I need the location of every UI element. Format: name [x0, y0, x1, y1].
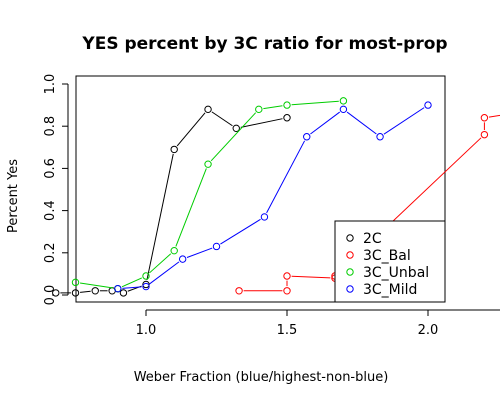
data-point — [115, 285, 121, 291]
x-tick-label: 1.5 — [277, 323, 298, 338]
y-tick-label: 0.0 — [43, 285, 58, 306]
x-axis-label: Weber Fraction (blue/highest-non-blue) — [134, 370, 389, 385]
series-line-segment — [384, 108, 424, 135]
y-tick-label: 0.2 — [43, 242, 58, 263]
series-line-segment — [347, 112, 376, 134]
data-point — [340, 106, 346, 112]
legend-label: 2C — [363, 231, 382, 247]
data-point — [171, 247, 177, 253]
series-line-segment — [80, 283, 113, 288]
y-tick-label: 0.8 — [43, 116, 58, 137]
data-point — [236, 288, 242, 294]
series-line-segment — [292, 101, 339, 105]
legend-label: 3C_Unbal — [363, 265, 429, 281]
data-point — [92, 288, 98, 294]
y-tick-label: 1.0 — [43, 74, 58, 95]
data-point — [213, 243, 219, 249]
series-3c-unbal — [72, 98, 346, 292]
series-line-segment — [241, 119, 283, 128]
y-tick-label: 0.4 — [43, 200, 58, 221]
chart-title: YES percent by 3C ratio for most-prop — [81, 34, 447, 54]
series-line-segment — [267, 141, 305, 213]
y-tick-label: 0.6 — [43, 158, 58, 179]
series-line-segment — [310, 112, 339, 134]
y-axis-label: Percent Yes — [6, 159, 21, 233]
series-line-segment — [150, 262, 179, 284]
series-line-segment — [177, 113, 205, 146]
series-line-segment — [211, 113, 256, 161]
data-point — [205, 161, 211, 167]
series-line-segment — [122, 287, 141, 288]
series-line-segment — [212, 112, 233, 126]
legend-label: 3C_Bal — [363, 248, 411, 264]
series-line-segment — [147, 154, 173, 280]
data-point — [481, 115, 487, 121]
series-line-segment — [187, 248, 212, 257]
series-line-segment — [122, 278, 142, 287]
data-point — [284, 102, 290, 108]
data-point — [171, 146, 177, 152]
data-point — [261, 214, 267, 220]
series-line-segment — [176, 168, 206, 246]
x-axis: 1.01.52.02.53.0 — [136, 310, 500, 338]
data-point — [340, 98, 346, 104]
x-tick-label: 1.0 — [136, 323, 157, 338]
data-point — [304, 134, 310, 140]
data-point — [481, 131, 487, 137]
series-line-segment — [263, 106, 282, 109]
series-line-segment — [220, 219, 260, 244]
legend-label: 3C_Mild — [363, 282, 417, 298]
data-point — [284, 288, 290, 294]
data-point — [377, 134, 383, 140]
y-axis: 0.0 0.2 0.4 0.6 0.8 1.0 — [43, 74, 68, 306]
data-point — [284, 273, 290, 279]
data-point — [256, 106, 262, 112]
x-tick-label: 2.0 — [418, 323, 439, 338]
series-line-segment — [80, 291, 91, 292]
series-line-segment — [292, 276, 331, 278]
series-line-segment — [489, 110, 500, 117]
data-point — [205, 106, 211, 112]
data-point — [179, 256, 185, 262]
data-point — [120, 290, 126, 296]
data-point — [425, 102, 431, 108]
data-point — [284, 115, 290, 121]
